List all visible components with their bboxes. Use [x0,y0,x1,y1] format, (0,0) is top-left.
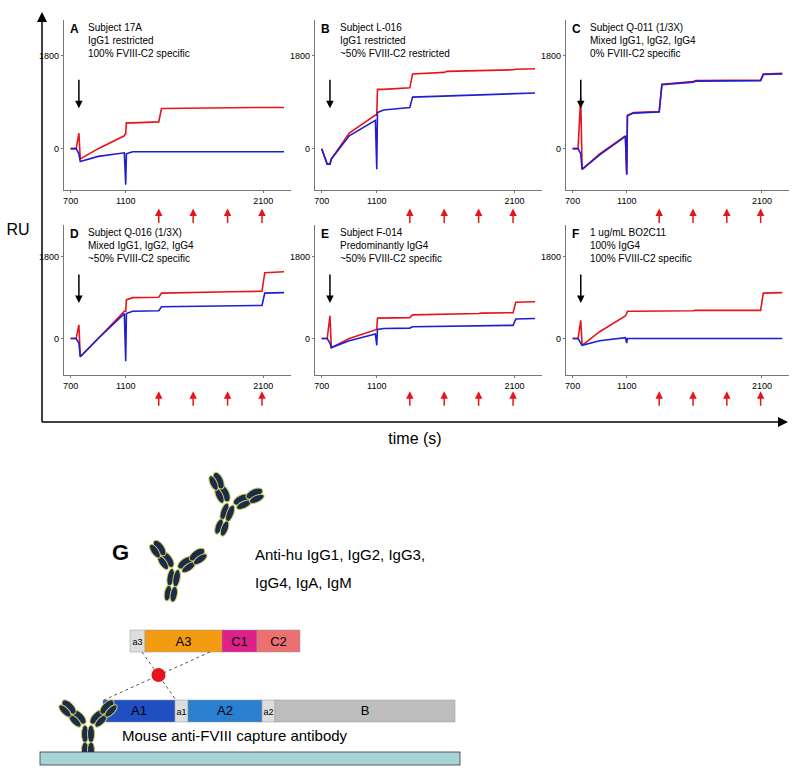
svg-text:a1: a1 [176,707,186,717]
svg-text:Subject F-014Predominantly IgG: Subject F-014Predominantly IgG4~50% FVII… [340,227,442,264]
svg-text:0: 0 [305,144,310,154]
svg-text:A1: A1 [131,703,147,718]
svg-text:Mouse anti-FVIII capture antib: Mouse anti-FVIII capture antibody [122,727,348,744]
svg-text:F: F [572,227,579,241]
svg-text:1100: 1100 [367,381,386,391]
svg-text:C: C [572,22,581,36]
svg-text:700: 700 [63,196,78,206]
svg-text:E: E [321,227,329,241]
svg-text:A: A [70,22,79,36]
svg-text:1800: 1800 [541,252,561,262]
svg-text:1100: 1100 [367,196,386,206]
svg-text:C2: C2 [270,634,287,649]
svg-text:2100: 2100 [504,381,524,391]
svg-text:2100: 2100 [253,381,273,391]
svg-text:0: 0 [54,144,59,154]
svg-text:1800: 1800 [39,51,59,61]
svg-text:0: 0 [556,144,561,154]
svg-text:1800: 1800 [290,252,310,262]
svg-text:a2: a2 [263,707,273,717]
svg-text:Subject L-016IgG1 restricted~5: Subject L-016IgG1 restricted~50% FVIII-C… [340,22,450,59]
svg-text:2100: 2100 [752,196,772,206]
svg-text:1100: 1100 [617,196,636,206]
svg-text:1100: 1100 [617,381,636,391]
svg-text:A2: A2 [217,703,233,718]
svg-text:1800: 1800 [290,51,310,61]
svg-text:G: G [112,540,129,565]
svg-text:Subject Q-016 (1/3X)Mixed IgG1: Subject Q-016 (1/3X)Mixed IgG1, IgG2, Ig… [88,227,194,264]
svg-text:Subject 17AIgG1 restricted100%: Subject 17AIgG1 restricted100% FVIII-C2 … [88,22,190,59]
svg-text:A3: A3 [176,634,192,649]
svg-text:700: 700 [63,381,78,391]
svg-text:1800: 1800 [39,252,59,262]
svg-text:0: 0 [305,334,310,344]
svg-text:0: 0 [54,334,59,344]
svg-text:2100: 2100 [504,196,524,206]
svg-text:700: 700 [314,196,329,206]
svg-text:1100: 1100 [116,196,135,206]
svg-text:B: B [361,703,370,718]
svg-text:C1: C1 [231,634,248,649]
svg-text:700: 700 [565,196,580,206]
svg-text:B: B [321,22,330,36]
svg-text:IgG4, IgA, IgM: IgG4, IgA, IgM [255,574,352,591]
svg-text:time (s): time (s) [388,430,441,447]
svg-text:D: D [70,227,79,241]
svg-text:0: 0 [556,334,561,344]
svg-text:1 ug/mL BO2C11100% IgG4100% FV: 1 ug/mL BO2C11100% IgG4100% FVIII-C2 spe… [590,227,692,264]
svg-text:Subject Q-011 (1/3X)Mixed IgG1: Subject Q-011 (1/3X)Mixed IgG1, IgG2, Ig… [590,22,696,59]
svg-text:a3: a3 [132,637,142,647]
svg-text:1800: 1800 [541,51,561,61]
svg-text:RU: RU [6,221,29,238]
svg-text:700: 700 [565,381,580,391]
svg-text:700: 700 [314,381,329,391]
svg-text:1100: 1100 [116,381,135,391]
svg-text:2100: 2100 [752,381,772,391]
svg-text:Anti-hu IgG1, IgG2, IgG3,: Anti-hu IgG1, IgG2, IgG3, [255,546,425,563]
svg-text:2100: 2100 [253,196,273,206]
